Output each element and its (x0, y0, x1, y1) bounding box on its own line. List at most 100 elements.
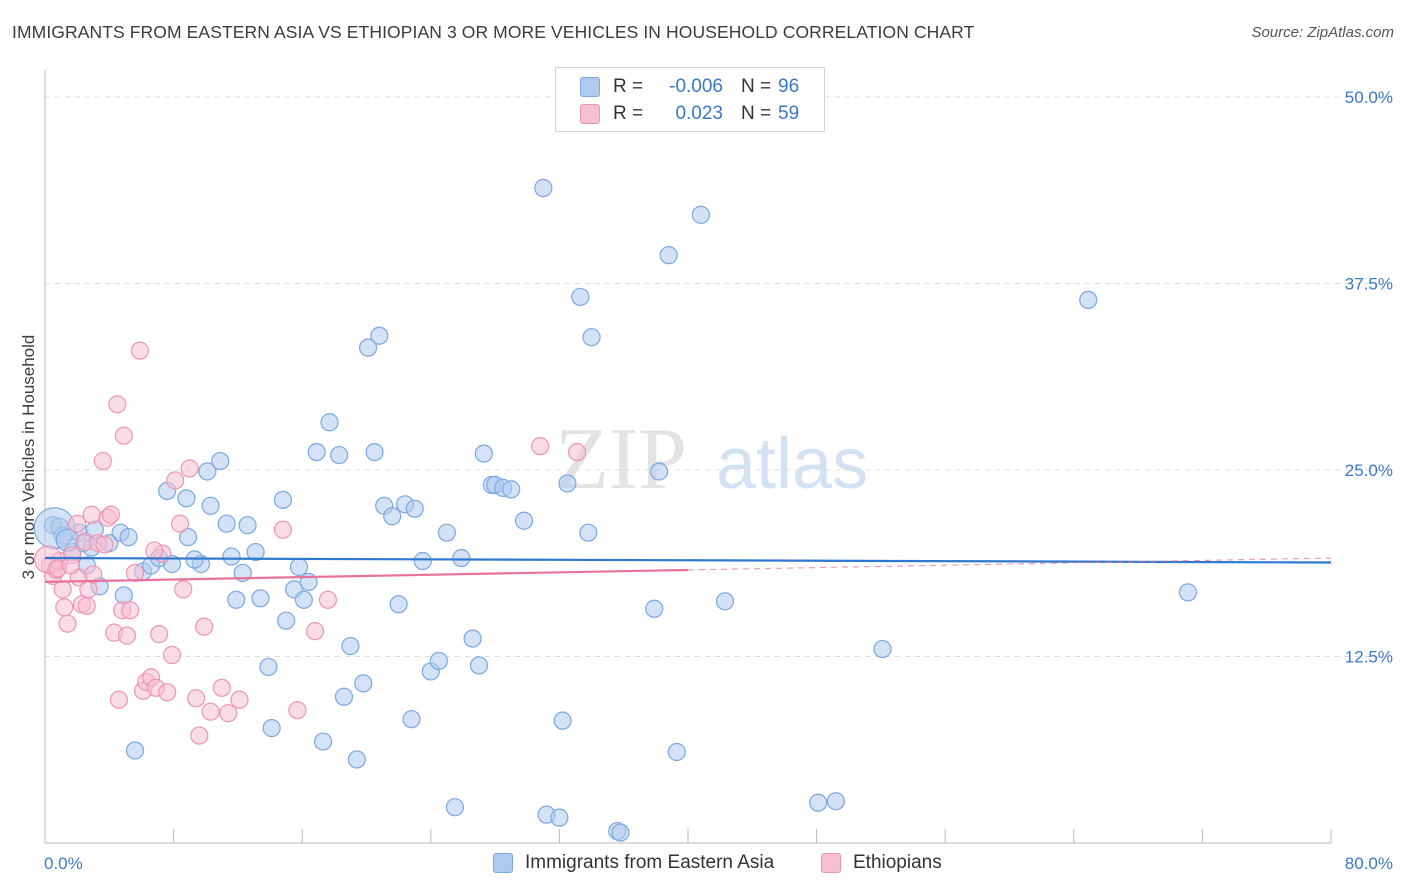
point-eastern-asia (550, 808, 569, 827)
point-ethiopian (158, 683, 177, 702)
point-ethiopian (55, 598, 74, 617)
point-ethiopian (195, 617, 214, 636)
legend-r-label: R = (613, 103, 644, 124)
point-eastern-asia (320, 413, 339, 432)
point-ethiopian (82, 505, 101, 524)
point-eastern-asia (330, 445, 349, 465)
watermark-atlas: atlas (716, 424, 868, 504)
point-eastern-asia (125, 741, 145, 760)
point-ethiopian (273, 520, 293, 539)
point-eastern-asia (558, 474, 577, 493)
y-tick-labels: 12.5% 25.0% 37.5% 50.0% (1345, 88, 1393, 667)
point-ethiopian (145, 541, 164, 560)
point-eastern-asia (365, 442, 384, 462)
point-eastern-asia (659, 246, 678, 265)
point-eastern-asia (334, 687, 354, 706)
y-tick-label: 37.5% (1345, 275, 1393, 294)
point-ethiopian (121, 601, 140, 620)
point-eastern-asia (667, 742, 686, 762)
point-eastern-asia (201, 496, 220, 515)
point-eastern-asia (445, 798, 465, 817)
point-eastern-asia (1178, 583, 1198, 602)
legend-swatch-blue (580, 77, 600, 97)
point-eastern-asia (289, 557, 309, 577)
point-ethiopian (93, 451, 112, 471)
point-eastern-asia (307, 442, 326, 462)
point-ethiopian (58, 614, 77, 633)
point-eastern-asia (273, 490, 293, 509)
legend-row-eastern-asia: R = -0.006 N = 96 (580, 74, 799, 100)
legend-row-ethiopians: R = 0.023 N = 59 (580, 101, 799, 127)
point-ethiopian (53, 580, 72, 599)
trend-line-solid (44, 568, 689, 583)
point-eastern-asia (277, 611, 296, 630)
point-ethiopian (114, 426, 133, 445)
point-ethiopian (187, 689, 206, 708)
point-ethiopian (68, 514, 87, 533)
point-ethiopian (305, 622, 325, 641)
source-label: Source: ZipAtlas.com (1251, 24, 1394, 41)
legend-item-ethiopians[interactable]: Ethiopians (821, 852, 942, 874)
point-eastern-asia (259, 657, 278, 677)
series-eastern-asia (33, 178, 1198, 842)
legend-r-value: -0.006 (669, 76, 723, 97)
point-ethiopian (101, 505, 121, 524)
point-eastern-asia (313, 732, 333, 751)
legend-item-eastern-asia[interactable]: Immigrants from Eastern Asia (493, 852, 774, 874)
point-eastern-asia (571, 287, 590, 307)
point-eastern-asia (217, 514, 236, 533)
point-ethiopian (109, 690, 129, 709)
point-eastern-asia (553, 711, 572, 730)
point-ethiopian (77, 596, 96, 615)
point-ethiopian (84, 565, 103, 584)
point-ethiopian (219, 704, 238, 723)
point-eastern-asia (294, 590, 313, 609)
axes (44, 70, 1331, 844)
series-legend: Immigrants from Eastern Asia Ethiopians (0, 852, 1406, 876)
chart-title: IMMIGRANTS FROM EASTERN ASIA VS ETHIOPIA… (12, 22, 975, 42)
point-eastern-asia (405, 499, 424, 518)
point-eastern-asia (222, 547, 241, 566)
x-tick-label-min: 0.0% (44, 854, 83, 873)
trend-line-dashed (687, 557, 1332, 571)
y-tick-label: 25.0% (1345, 461, 1393, 480)
y-tick-label: 12.5% (1345, 648, 1393, 667)
point-eastern-asia (119, 528, 138, 547)
point-eastern-asia (347, 750, 366, 769)
point-eastern-asia (873, 639, 892, 659)
legend-n-label: N = (741, 76, 772, 97)
legend-swatch-blue (493, 853, 513, 873)
watermark: ZIP atlas (555, 411, 868, 508)
point-ethiopian (531, 437, 550, 456)
trend-lines (44, 556, 1332, 583)
point-ethiopian (117, 626, 137, 645)
point-eastern-asia (383, 507, 402, 526)
point-eastern-asia (463, 629, 482, 648)
point-eastern-asia (582, 328, 601, 347)
point-eastern-asia (227, 590, 246, 609)
legend-n-label: N = (741, 103, 772, 124)
point-eastern-asia (502, 480, 521, 499)
point-ethiopian (190, 726, 209, 745)
point-eastern-asia (413, 551, 432, 571)
point-eastern-asia (354, 674, 373, 693)
point-eastern-asia (402, 710, 421, 729)
point-eastern-asia (211, 451, 230, 471)
point-ethiopian (318, 590, 338, 609)
point-eastern-asia (691, 205, 710, 224)
point-ethiopian (201, 702, 220, 721)
point-eastern-asia (611, 823, 630, 842)
point-eastern-asia (370, 326, 389, 345)
point-eastern-asia (474, 444, 493, 463)
point-eastern-asia (238, 516, 257, 535)
point-eastern-asia (198, 462, 217, 481)
point-eastern-asia (359, 338, 378, 357)
point-eastern-asia (177, 489, 196, 508)
legend-label-ethiopians: Ethiopians (853, 852, 942, 873)
legend-swatch-pink (821, 853, 841, 873)
correlation-legend: R = -0.006 N = 96 R = 0.023 N = 59 (555, 67, 825, 132)
point-eastern-asia (452, 548, 471, 568)
point-eastern-asia (341, 636, 360, 656)
point-eastern-asia (389, 595, 408, 614)
